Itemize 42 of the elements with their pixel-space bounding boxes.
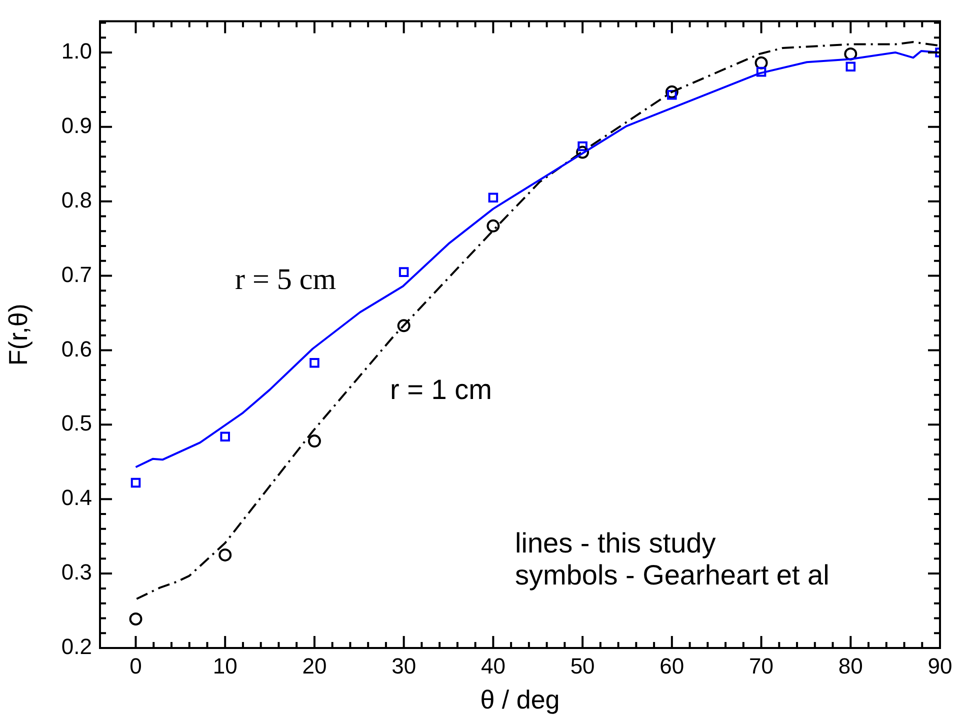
point <box>488 192 498 203</box>
x-tick-label: 70 <box>749 653 774 678</box>
x-tick-label: 20 <box>302 653 327 678</box>
x-tick-label: 30 <box>392 653 416 678</box>
point <box>397 319 410 332</box>
y-tick-label: 0.9 <box>61 112 92 138</box>
point <box>576 146 590 159</box>
x-tick-label: 50 <box>570 653 595 678</box>
point <box>308 434 321 448</box>
y-tick-label: 0.6 <box>61 336 92 362</box>
annotation: lines - this study <box>515 528 716 559</box>
point <box>665 85 678 98</box>
x-axis-title: θ / deg <box>480 684 560 715</box>
y-tick-label: 0.5 <box>61 410 92 436</box>
y-tick-label: 0.7 <box>61 262 92 287</box>
point <box>310 358 320 368</box>
annotation: r = 5 cm <box>235 263 336 296</box>
x-tick-label: 0 <box>130 653 142 678</box>
y-tick-label: 1.0 <box>61 38 92 64</box>
point <box>398 267 409 277</box>
x-tick-label: 40 <box>480 653 506 678</box>
point <box>846 62 856 72</box>
point <box>844 47 858 60</box>
annotation: symbols - Gearheart et al <box>515 560 830 591</box>
x-tick-label: 10 <box>212 653 238 678</box>
point <box>218 548 232 562</box>
point <box>756 66 766 77</box>
point <box>754 56 768 70</box>
y-tick-label: 0.4 <box>61 485 92 510</box>
y-tick-label: 0.2 <box>61 634 92 660</box>
y-tick-label: 0.8 <box>61 187 92 212</box>
point <box>578 141 588 152</box>
point <box>486 219 500 232</box>
y-tick-label: 0.3 <box>61 560 92 585</box>
point <box>220 432 230 442</box>
y-axis-title: F(r,θ) <box>2 304 33 366</box>
point <box>129 612 142 626</box>
x-tick-label: 80 <box>838 653 863 678</box>
point <box>130 478 141 488</box>
x-tick-label: 60 <box>660 653 684 678</box>
x-tick-label: 90 <box>928 653 952 678</box>
annotation: r = 1 cm <box>390 374 492 405</box>
